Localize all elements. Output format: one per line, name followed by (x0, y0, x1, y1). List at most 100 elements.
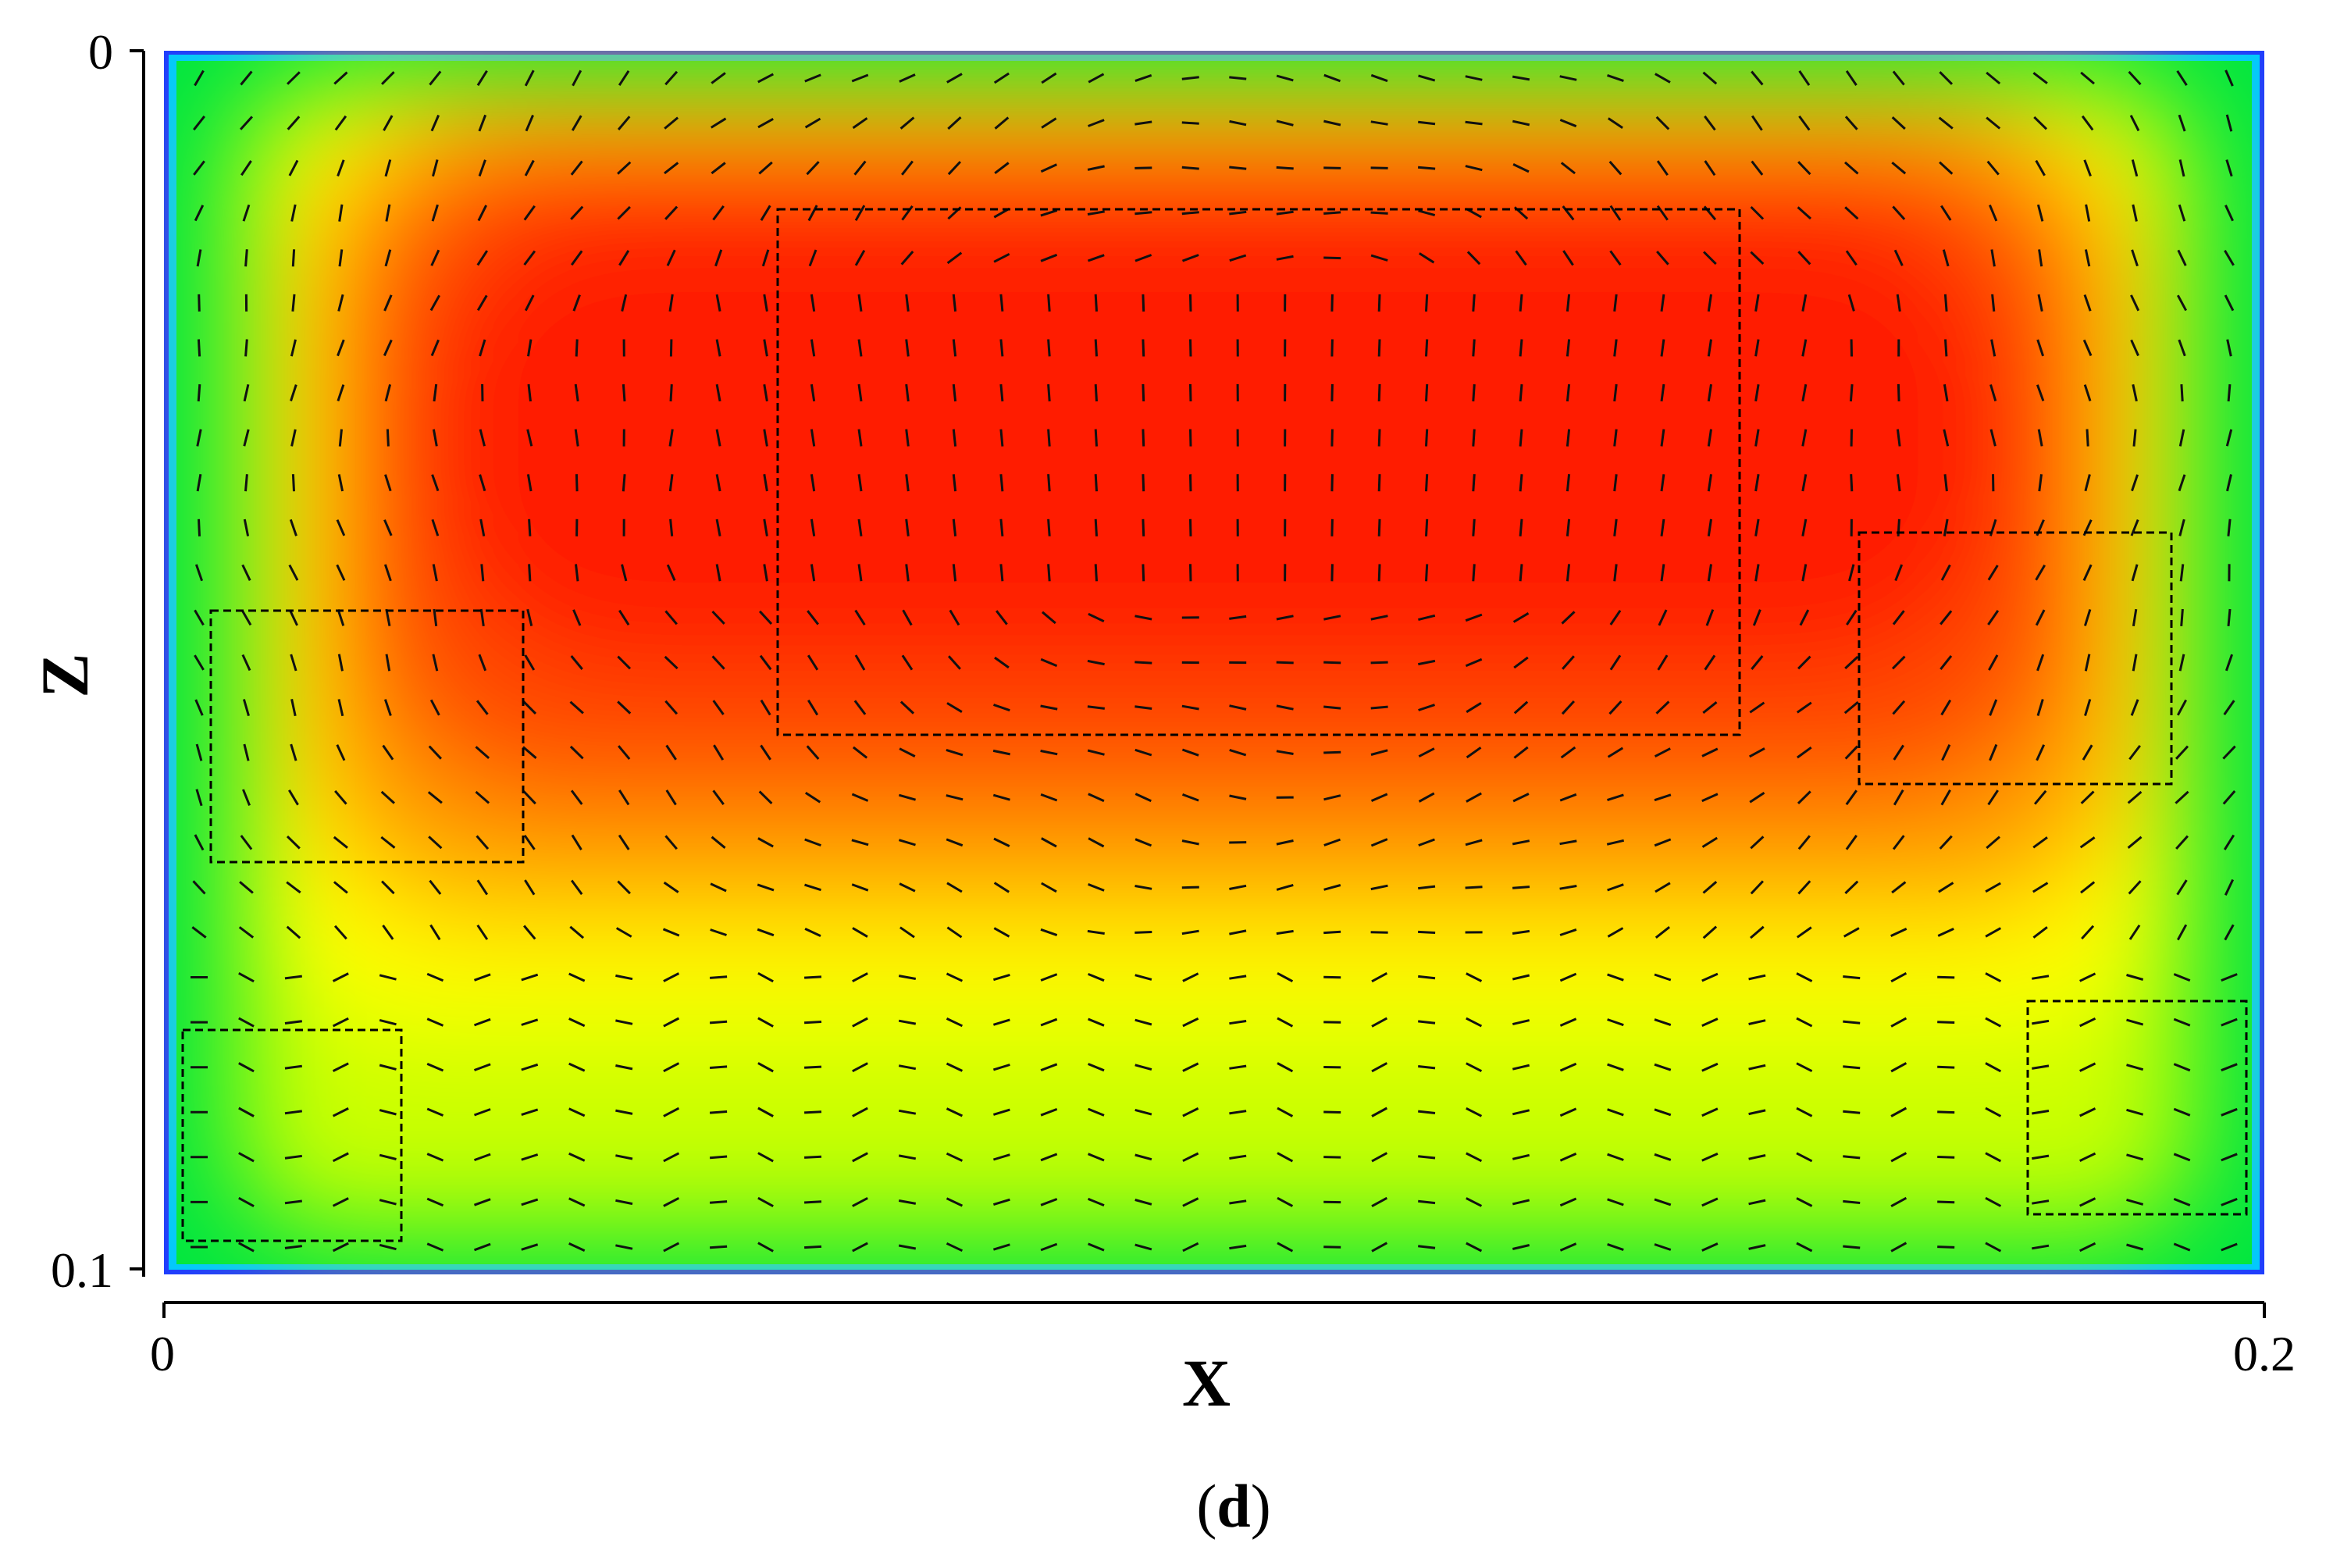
velocity-vector (575, 339, 579, 357)
velocity-vector (1135, 885, 1152, 890)
velocity-vector (1754, 564, 1760, 582)
velocity-vector (1087, 749, 1105, 756)
velocity-vector (1560, 162, 1576, 175)
velocity-vector (1750, 925, 1765, 939)
velocity-vector (431, 474, 440, 492)
velocity-vector (1701, 1197, 1719, 1207)
velocity-vector (615, 1199, 633, 1206)
velocity-vector (426, 1197, 444, 1207)
velocity-vector (2082, 744, 2093, 761)
velocity-vector (379, 1153, 397, 1160)
velocity-vector (1135, 705, 1152, 710)
velocity-vector (2038, 249, 2043, 267)
velocity-vector (1613, 564, 1618, 582)
velocity-vector (1276, 166, 1294, 170)
velocity-vector (1607, 747, 1624, 758)
velocity-vector (1608, 160, 1623, 176)
velocity-vector (570, 655, 583, 670)
velocity-vector (946, 794, 964, 801)
velocity-vector (2080, 881, 2096, 894)
velocity-vector (1418, 209, 1436, 217)
velocity-vector (1893, 249, 1904, 266)
velocity-vector (240, 160, 252, 176)
velocity-vector (1277, 971, 1294, 983)
z-tick-label-0: 0 (88, 24, 113, 80)
velocity-vector (1465, 657, 1483, 668)
velocity-vector (1937, 1200, 1955, 1204)
velocity-vector (1940, 564, 1951, 581)
velocity-vector (999, 339, 1004, 357)
velocity-vector (570, 205, 584, 220)
velocity-vector (1094, 564, 1098, 582)
velocity-vector (761, 249, 770, 267)
velocity-vector (1418, 120, 1436, 126)
velocity-vector (383, 519, 393, 536)
velocity-vector (1607, 73, 1624, 83)
velocity-vector (1277, 1152, 1294, 1163)
velocity-vector (1229, 1110, 1247, 1115)
velocity-vector (2224, 69, 2234, 87)
velocity-vector (714, 249, 723, 267)
velocity-vector (291, 474, 295, 492)
velocity-vector (196, 429, 202, 447)
velocity-vector (2084, 654, 2091, 672)
velocity-vector (1801, 474, 1808, 492)
velocity-vector (2129, 115, 2140, 132)
velocity-vector (2084, 474, 2091, 492)
velocity-vector (1277, 1242, 1294, 1253)
velocity-vector (1472, 519, 1476, 536)
velocity-vector (804, 838, 821, 847)
velocity-vector (291, 294, 296, 312)
velocity-vector (1843, 1020, 1861, 1025)
velocity-vector (952, 339, 957, 357)
z-axis-title: Z (27, 653, 102, 697)
velocity-vector (1845, 835, 1858, 850)
velocity-vector (1512, 1244, 1530, 1250)
velocity-vector (476, 835, 490, 850)
velocity-vector (1229, 76, 1247, 80)
velocity-vector (663, 1152, 680, 1163)
velocity-vector (1377, 519, 1381, 536)
velocity-vector (2221, 1063, 2238, 1072)
velocity-vector (947, 655, 961, 670)
velocity-vector (382, 744, 394, 761)
velocity-vector (1418, 659, 1436, 666)
velocity-vector (851, 793, 869, 802)
velocity-vector (332, 1017, 349, 1028)
velocity-vector (992, 1153, 1010, 1161)
velocity-vector (2126, 974, 2144, 981)
velocity-vector (1566, 383, 1571, 402)
velocity-vector (1985, 972, 2002, 983)
velocity-vector (1940, 205, 1952, 221)
velocity-vector (194, 205, 205, 222)
velocity-vector (1323, 1110, 1341, 1114)
velocity-vector (473, 973, 491, 982)
velocity-vector (2126, 1018, 2144, 1026)
velocity-vector (1370, 254, 1388, 262)
velocity-vector (284, 1020, 302, 1025)
velocity-vector (1654, 1153, 1672, 1161)
velocity-vector (2079, 972, 2096, 982)
velocity-vector (572, 69, 582, 87)
velocity-vector (384, 249, 392, 267)
velocity-vector (757, 117, 774, 129)
velocity-vector (1370, 931, 1388, 934)
velocity-vector (898, 793, 917, 801)
velocity-vector (1897, 383, 1900, 402)
velocity-vector (1094, 519, 1098, 536)
velocity-vector (2037, 294, 2043, 312)
velocity-vector (1607, 927, 1624, 938)
velocity-vector (857, 429, 863, 447)
velocity-vector (521, 1153, 539, 1161)
velocity-vector (1559, 793, 1577, 802)
velocity-vector (2084, 249, 2091, 267)
velocity-vector (709, 1020, 728, 1025)
velocity-vector (194, 834, 205, 851)
velocity-vector (1276, 704, 1294, 711)
velocity-vector (1748, 1019, 1766, 1025)
velocity-vector (712, 700, 725, 715)
velocity-vector (476, 250, 489, 266)
velocity-vector (1559, 1153, 1577, 1162)
velocity-vector (1938, 116, 1954, 130)
velocity-vector (712, 205, 725, 221)
